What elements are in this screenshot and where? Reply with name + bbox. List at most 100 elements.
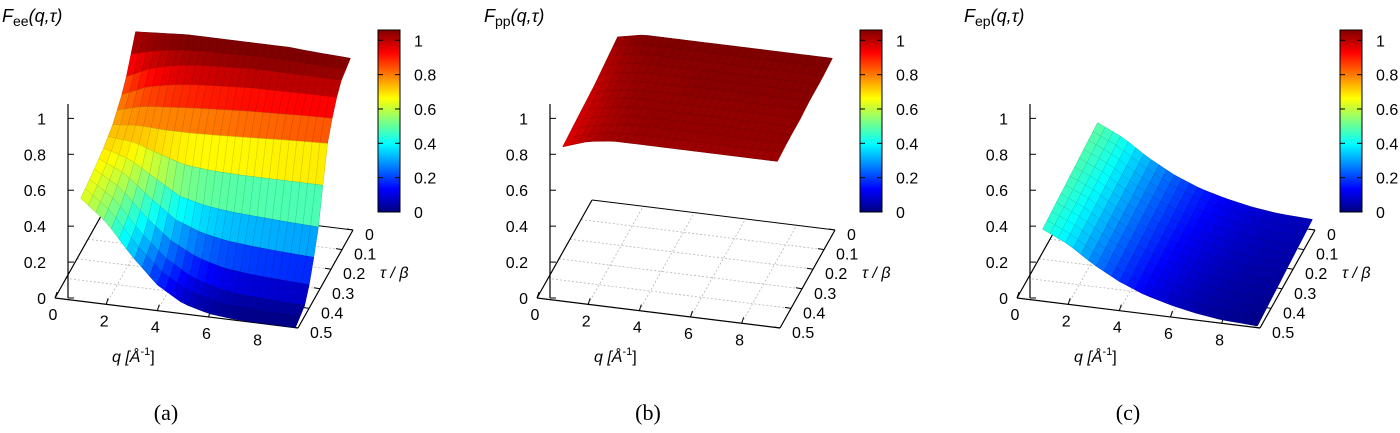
q-tick — [105, 298, 109, 305]
q-tick-label: 2 — [1062, 313, 1071, 330]
colorbar-bar — [377, 29, 401, 213]
q-tick — [1118, 304, 1122, 311]
panel-title: Fpp(q,τ) — [484, 6, 544, 29]
z-tick-label: 0 — [37, 291, 46, 308]
axes: 0 0.2 0.4 0.6 0.8 1 0 2 4 6 8 0 0.1 0.2 0.3 0.4 0.5 — [24, 104, 376, 349]
panel-caption: (a) — [154, 400, 178, 425]
grid-line-q — [638, 212, 695, 311]
q-axis-line — [54, 297, 299, 329]
q-axis-label-text: q [Å — [594, 347, 622, 366]
tau-tick-label: 0 — [847, 227, 856, 244]
tau-tick-label: 0.5 — [792, 325, 814, 342]
q-tick-label: 2 — [582, 313, 591, 330]
title-args: (q,τ) — [29, 6, 63, 26]
z-tick-label: 0.8 — [24, 147, 46, 164]
left-base-edge — [536, 199, 593, 299]
q-axis-label: q [Å-1] — [112, 346, 155, 366]
q-tick-label: 0 — [49, 307, 58, 324]
grid-line-q — [587, 206, 644, 305]
title-main: F — [964, 6, 976, 26]
grid-line-tau — [547, 278, 792, 309]
tau-tick-label: 0.5 — [1272, 325, 1294, 342]
z-tick-label: 0.4 — [506, 219, 528, 236]
q-tick-label: 6 — [684, 326, 693, 343]
z-tick-label: 0.4 — [986, 219, 1008, 236]
tau-tick — [795, 287, 803, 290]
colorbar-tick-label: 0.2 — [1376, 171, 1398, 188]
tau-axis-line — [297, 229, 354, 329]
tau-tick — [1297, 248, 1305, 251]
z-tick-label: 0 — [999, 291, 1008, 308]
title-main: F — [484, 6, 496, 26]
q-axis-label-close: ] — [632, 349, 636, 366]
colorbar-tick-label: 0.6 — [414, 102, 436, 119]
q-tick — [1067, 298, 1071, 305]
q-axis-line — [1016, 297, 1261, 329]
z-tick-label: 0.6 — [506, 183, 528, 200]
q-axis-line — [536, 297, 781, 329]
tau-tick-label: 0.2 — [825, 266, 847, 283]
tau-tick — [773, 326, 781, 329]
colorbar-tick-label: 0.4 — [414, 136, 436, 153]
tau-tick — [806, 267, 814, 270]
panel-title: Fee(q,τ) — [2, 6, 62, 29]
q-tick-label: 4 — [1113, 320, 1122, 337]
q-tick-label: 4 — [633, 320, 642, 337]
panel-caption: (b) — [635, 400, 661, 425]
colorbar-tick-label: 1 — [414, 33, 423, 50]
tau-tick-label: 0.5 — [310, 325, 332, 342]
tau-tick-label: 0.3 — [1294, 286, 1316, 303]
tau-tick-label: 0.4 — [803, 305, 825, 322]
grid-line-q — [741, 225, 797, 324]
colorbar-tick-label: 0.2 — [896, 171, 918, 188]
tau-tick-label: 0.4 — [1283, 305, 1305, 322]
panel-title: Fep(q,τ) — [964, 6, 1024, 29]
tau-tick-label: 0.2 — [1305, 266, 1327, 283]
colorbar-bar — [859, 29, 883, 213]
tau-tick — [784, 306, 792, 309]
tau-axis-label: τ / β — [1342, 265, 1370, 282]
tau-axis-line — [779, 229, 836, 329]
title-args: (q,τ) — [511, 6, 545, 26]
colorbar: 0 0.2 0.4 0.6 0.8 1 — [1339, 29, 1398, 222]
q-axis-label-close: ] — [1112, 349, 1116, 366]
q-tick-label: 6 — [1164, 326, 1173, 343]
surface — [80, 31, 351, 328]
tau-tick — [1286, 267, 1294, 270]
q-axis-label-close: ] — [150, 349, 154, 366]
q-tick-label: 6 — [202, 326, 211, 343]
colorbar-bar — [1339, 29, 1363, 213]
axes: 0 0.2 0.4 0.6 0.8 1 0 2 4 6 8 0 0.1 0.2 0.3 0.4 0.5 — [506, 104, 858, 349]
surface-patch — [287, 315, 301, 328]
tau-tick-label: 0.1 — [1316, 247, 1338, 264]
tau-tick-label: 0.3 — [332, 286, 354, 303]
title-sub: ep — [975, 13, 991, 29]
colorbar-tick-label: 0.8 — [414, 68, 436, 85]
q-axis-label: q [Å-1] — [594, 346, 637, 366]
colorbar-tick-label: 0 — [896, 205, 905, 222]
surface-patch — [1249, 315, 1263, 327]
colorbar: 0 0.2 0.4 0.6 0.8 1 — [859, 29, 918, 222]
panel-a: 00.20.40.60.810 2 4 6 800.10.20.30.40.500.20… — [2, 6, 436, 425]
colorbar: 0 0.2 0.4 0.6 0.8 1 — [377, 29, 436, 222]
tau-axis-label: τ / β — [380, 265, 408, 282]
q-tick-label: 0 — [531, 307, 540, 324]
z-tick-label: 1 — [37, 111, 46, 128]
title-main: F — [2, 6, 14, 26]
q-tick — [587, 298, 591, 305]
z-tick-label: 0.4 — [24, 219, 46, 236]
base-grid — [547, 199, 836, 324]
colorbar-tick-label: 1 — [896, 33, 905, 50]
z-tick-label: 0.6 — [986, 183, 1008, 200]
tau-tick-label: 0.1 — [354, 247, 376, 264]
q-tick — [54, 291, 58, 299]
title-sub: pp — [495, 13, 511, 29]
q-axis-label-text: q [Å — [112, 347, 140, 366]
colorbar-tick-label: 0.4 — [896, 136, 918, 153]
grid-line-tau — [558, 258, 803, 290]
q-axis-label-exp: -1 — [622, 346, 632, 358]
q-tick — [689, 310, 693, 318]
z-tick-label: 0.6 — [24, 183, 46, 200]
tau-tick — [313, 287, 321, 290]
